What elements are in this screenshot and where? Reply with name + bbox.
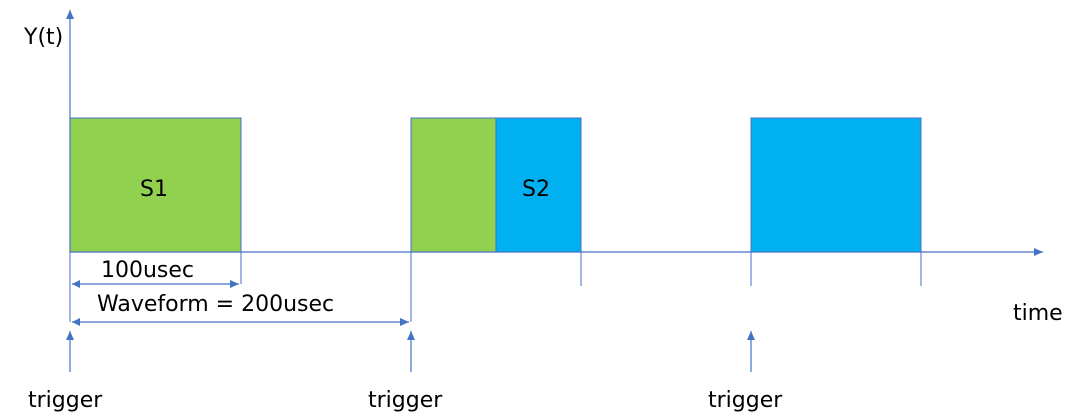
s2-label: S2: [522, 177, 550, 202]
pulse-3-blue: [750, 117, 922, 253]
s1-label: S1: [140, 177, 168, 202]
pulse-s1: [69, 117, 242, 253]
waveform-label: Waveform = 200usec: [97, 292, 335, 317]
pulse-2-green: [410, 117, 497, 253]
pulse-s2-blue: [495, 117, 582, 253]
width-100usec-label: 100usec: [101, 258, 195, 283]
x-axis-label: time: [1013, 301, 1063, 326]
trigger-label-2: trigger: [368, 388, 443, 413]
trigger-label-1: trigger: [28, 388, 103, 413]
y-axis-label: Y(t): [24, 25, 64, 50]
trigger-label-3: trigger: [708, 388, 783, 413]
